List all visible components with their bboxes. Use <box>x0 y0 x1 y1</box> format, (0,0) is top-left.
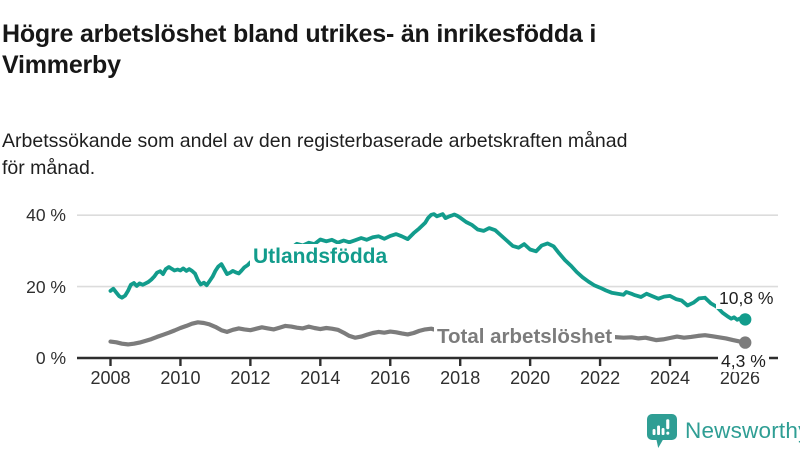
end-value-label-utlandsfodda: 10,8 % <box>716 288 777 309</box>
series-label-total-arbetsloshet: Total arbetslöshet <box>434 324 616 350</box>
x-tick-label: 2014 <box>300 368 341 388</box>
series-line-2 <box>108 320 748 347</box>
x-tick-label: 2024 <box>649 368 691 388</box>
x-tick-label: 2022 <box>580 368 621 388</box>
bar-chart-speech-bubble-icon <box>647 414 677 448</box>
x-tick-label: 2018 <box>440 368 481 388</box>
page-title: Högre arbetslöshet bland utrikes- än inr… <box>2 19 597 79</box>
x-tick-label: 2026 <box>719 368 760 388</box>
x-tick-label: 2016 <box>370 368 411 388</box>
y-tick-label: 20 % <box>26 276 66 297</box>
y-tick-label: 0 % <box>35 348 66 368</box>
page-subtitle: Arbetssökande som andel av den registerb… <box>2 129 628 179</box>
series-label-utlandsfodda: Utlandsfödda <box>250 244 391 270</box>
end-value-label-total: 4,3 % <box>718 351 769 372</box>
y-tick-label: 40 % <box>26 205 66 226</box>
newsworthy-logo: Newsworthy <box>645 412 800 450</box>
series-end-dot-1 <box>739 313 752 326</box>
x-tick-label: 2010 <box>160 368 201 388</box>
series-end-dot-2 <box>739 336 752 349</box>
brand-name: Newsworthy <box>685 418 800 443</box>
x-tick-label: 2008 <box>90 368 131 388</box>
x-tick-label: 2012 <box>230 368 271 388</box>
x-tick-label: 2020 <box>510 368 551 388</box>
series-line-1 <box>108 212 748 322</box>
